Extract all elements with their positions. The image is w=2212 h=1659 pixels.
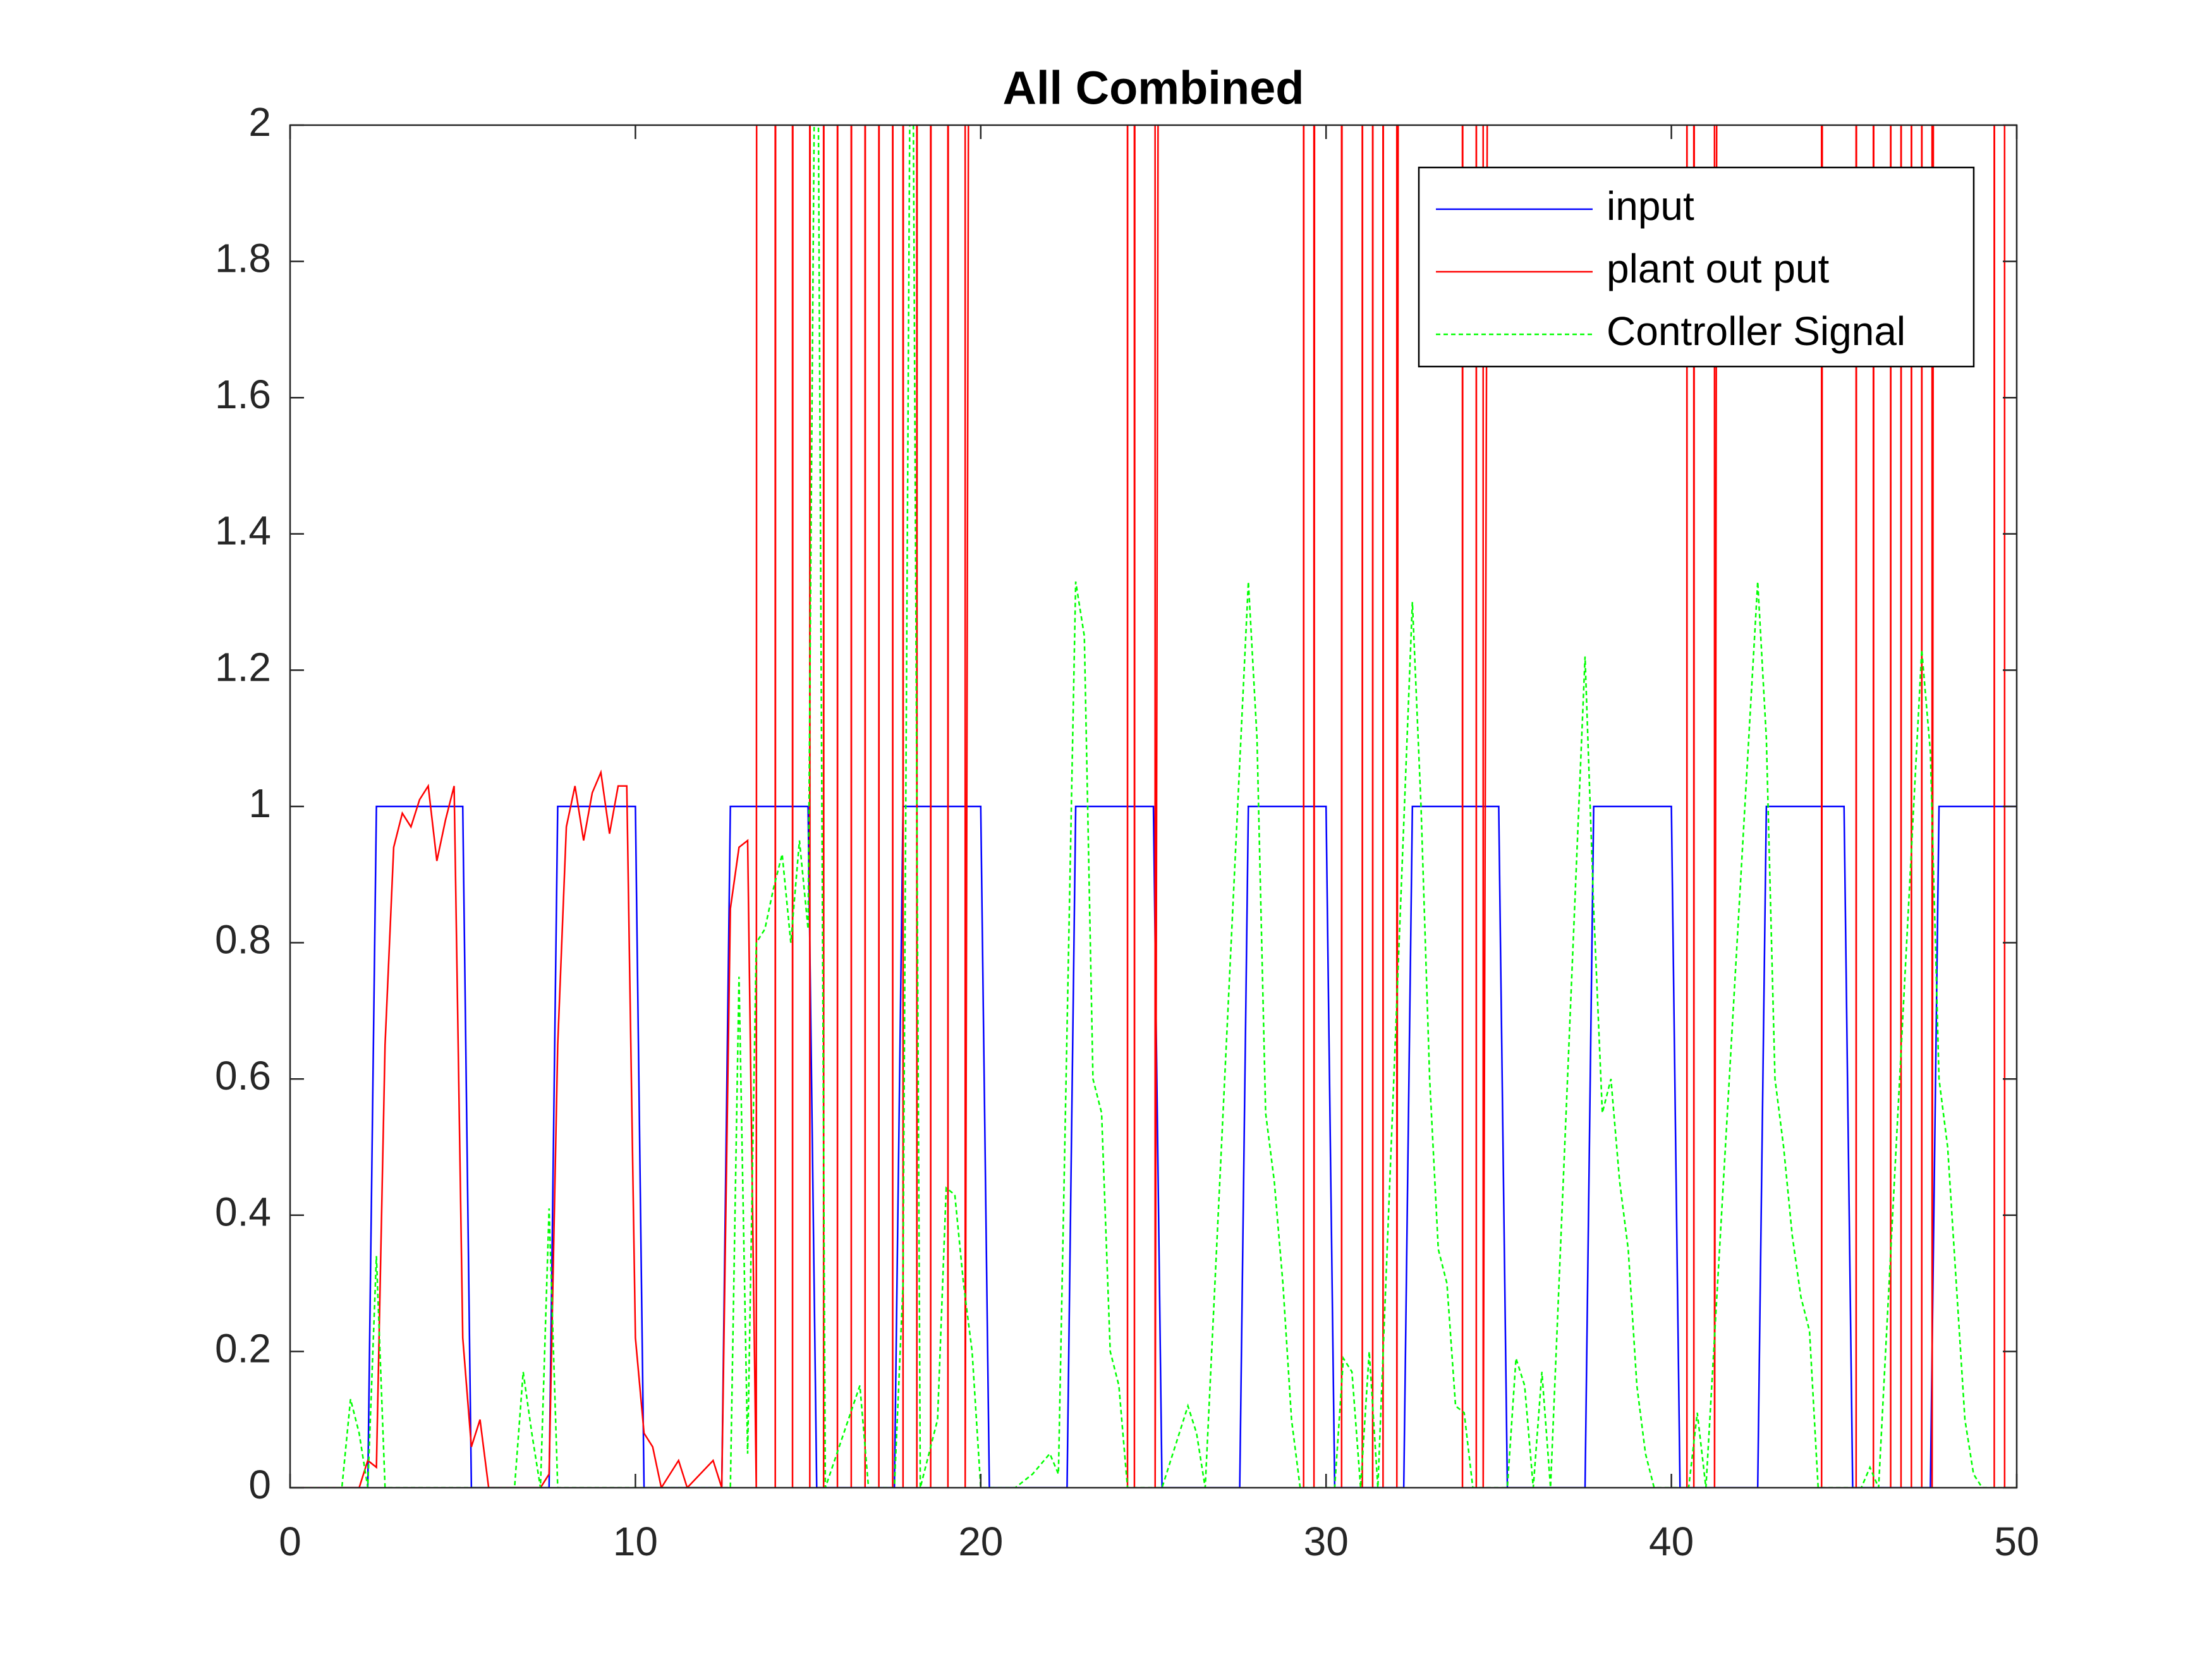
x-tick-label: 10 bbox=[613, 1519, 658, 1564]
legend-label: input bbox=[1607, 183, 1694, 229]
y-tick-label: 0.4 bbox=[215, 1189, 271, 1235]
y-tick-label: 0 bbox=[248, 1462, 271, 1507]
x-tick-label: 0 bbox=[279, 1519, 301, 1564]
y-tick-label: 1.2 bbox=[215, 644, 271, 690]
chart-title: All Combined bbox=[1003, 62, 1304, 114]
axes-box bbox=[289, 124, 2018, 1489]
y-tick-label: 1 bbox=[248, 781, 271, 826]
y-tick-label: 0.8 bbox=[215, 917, 271, 963]
plot-lines bbox=[290, 125, 2017, 1488]
y-tick-label: 1.8 bbox=[215, 236, 271, 281]
series-line bbox=[290, 125, 2017, 1488]
x-tick-label: 50 bbox=[1994, 1519, 2039, 1564]
x-tick-label: 30 bbox=[1304, 1519, 1349, 1564]
y-tick-label: 1.4 bbox=[215, 508, 271, 554]
y-tick-label: 2 bbox=[248, 99, 271, 145]
series-line bbox=[290, 125, 2017, 1488]
x-tick-label: 20 bbox=[958, 1519, 1003, 1564]
legend-box bbox=[1418, 166, 1975, 368]
y-tick-label: 0.2 bbox=[215, 1325, 271, 1371]
legend-label: plant out put bbox=[1607, 246, 1830, 291]
legend-label: Controller Signal bbox=[1607, 308, 1905, 354]
y-tick-label: 0.6 bbox=[215, 1053, 271, 1098]
y-tick-label: 1.6 bbox=[215, 372, 271, 417]
x-tick-label: 40 bbox=[1649, 1519, 1694, 1564]
series-line bbox=[290, 805, 2017, 1488]
